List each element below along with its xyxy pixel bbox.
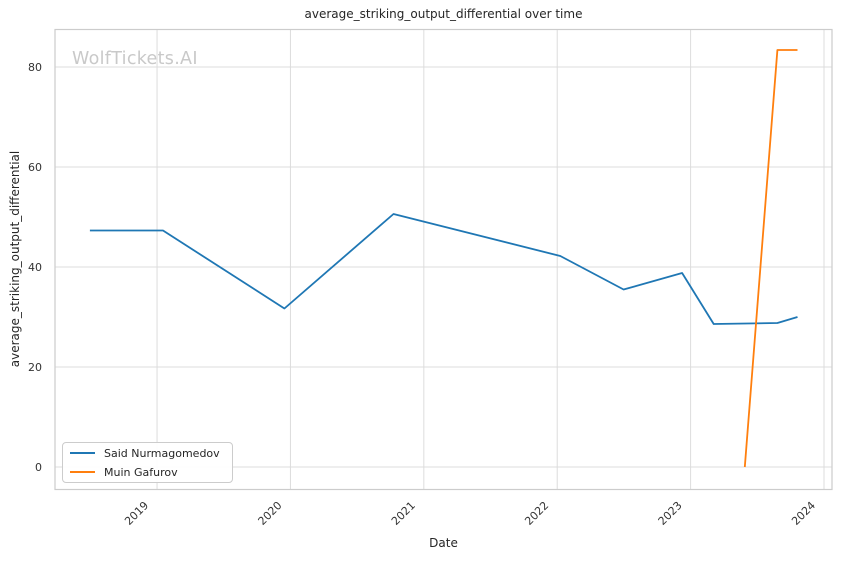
y-tick-label: 80 bbox=[28, 61, 42, 74]
legend-item: Muin Gafurov bbox=[63, 463, 232, 481]
x-tick-label: 2022 bbox=[522, 499, 551, 528]
legend-swatch-line bbox=[70, 470, 95, 474]
series-line-muin-gafurov bbox=[743, 49, 798, 468]
series-line-said-nurmagomedov bbox=[89, 213, 798, 325]
x-tick-label: 2021 bbox=[389, 499, 418, 528]
legend-label: Said Nurmagomedov bbox=[104, 446, 220, 460]
x-tick-label: 2019 bbox=[122, 499, 151, 528]
y-tick-label: 40 bbox=[28, 261, 42, 274]
y-tick-label: 20 bbox=[28, 361, 42, 374]
y-tick-label: 0 bbox=[35, 461, 42, 474]
y-axis-label: average_striking_output_differential bbox=[8, 150, 22, 368]
legend: Said Nurmagomedov Muin Gafurov bbox=[62, 442, 233, 483]
x-tick-label: 2020 bbox=[256, 499, 285, 528]
x-axis-label: Date bbox=[429, 536, 458, 550]
chart-title: average_striking_output_differential ove… bbox=[304, 7, 583, 21]
plot-border bbox=[54, 28, 833, 491]
legend-item: Said Nurmagomedov bbox=[63, 444, 232, 462]
watermark: WolfTickets.AI bbox=[72, 49, 198, 69]
y-tick-label: 60 bbox=[28, 161, 42, 174]
x-tick-label: 2023 bbox=[656, 499, 685, 528]
legend-label: Muin Gafurov bbox=[104, 465, 178, 479]
x-tick-label: 2024 bbox=[789, 499, 818, 528]
legend-swatch-line bbox=[70, 451, 95, 455]
